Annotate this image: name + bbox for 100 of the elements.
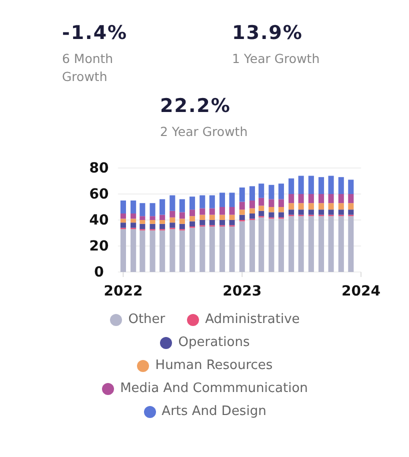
bar [189, 196, 196, 210]
legend-label: Operations [178, 335, 250, 350]
bar [348, 194, 354, 204]
bar [130, 222, 136, 228]
bar [189, 216, 196, 222]
bar [229, 220, 235, 226]
bar [209, 214, 215, 220]
bar [258, 210, 264, 216]
bar [338, 216, 344, 272]
bar [140, 230, 146, 272]
bar [258, 198, 264, 206]
bar [258, 184, 264, 198]
bar [298, 203, 304, 210]
text: 2 Year Growth [160, 123, 249, 141]
legend-label: Other [128, 312, 166, 327]
bar [328, 203, 334, 210]
bar [308, 176, 314, 194]
bar [318, 216, 324, 272]
bar [338, 177, 344, 194]
bar [229, 214, 235, 220]
bar [150, 224, 156, 230]
bar [140, 203, 146, 216]
bar [179, 224, 185, 230]
bar [249, 214, 255, 219]
bar [120, 218, 126, 223]
legend-label: Media And Commmunication [120, 381, 308, 396]
bar [130, 229, 136, 272]
bar [179, 212, 185, 219]
bar [288, 216, 294, 272]
bar [328, 216, 334, 272]
bar [318, 203, 324, 210]
bar [179, 218, 185, 224]
bar [170, 217, 176, 223]
bar [298, 194, 304, 204]
bar [249, 208, 255, 214]
bar [308, 203, 314, 210]
bar [268, 212, 274, 218]
bar [170, 222, 176, 228]
x-tick-label: 2023 [222, 283, 262, 300]
bar [150, 216, 156, 220]
bar [338, 210, 344, 215]
bar [328, 176, 334, 194]
bar [120, 214, 126, 219]
bar [200, 220, 206, 226]
bar [140, 224, 146, 230]
bar [298, 176, 304, 194]
legend-label: Human Resources [155, 358, 273, 373]
bar [150, 203, 156, 216]
bar [189, 210, 196, 216]
bar [288, 203, 294, 210]
bar [130, 218, 136, 223]
bar [179, 199, 185, 212]
bar [140, 216, 146, 220]
bar [170, 210, 176, 218]
bar [200, 208, 206, 215]
bar [348, 210, 354, 215]
bar [120, 222, 126, 228]
bar [338, 203, 344, 210]
bar [278, 212, 284, 218]
bar [160, 214, 166, 220]
y-tick-label: 20 [89, 238, 109, 254]
bar [239, 202, 245, 210]
bar [200, 226, 206, 272]
bar [130, 200, 136, 214]
bar [249, 220, 255, 272]
bar [229, 192, 235, 207]
text: 13.9% [232, 22, 304, 44]
bar [239, 188, 245, 202]
bar [239, 214, 245, 220]
bar [308, 216, 314, 272]
bar [170, 195, 176, 211]
bar [160, 220, 166, 224]
y-tick-label: 60 [89, 186, 109, 202]
bar [348, 216, 354, 272]
bar [209, 220, 215, 226]
bar [130, 214, 136, 219]
bar [288, 210, 294, 215]
bar [160, 199, 166, 215]
bar [308, 210, 314, 215]
bar [288, 178, 294, 194]
legend-label: Administrative [205, 312, 300, 327]
x-tick-label: 2024 [342, 283, 381, 300]
bar [189, 221, 196, 226]
bar [150, 220, 156, 224]
bar [219, 226, 226, 272]
bar [229, 226, 235, 272]
text: -1.4% [62, 22, 129, 44]
bar [179, 230, 185, 272]
bar [209, 226, 215, 272]
bar [239, 221, 245, 272]
y-tick-label: 40 [89, 212, 109, 228]
bar [249, 200, 255, 208]
bar [249, 186, 255, 200]
bar [120, 200, 126, 214]
bar [219, 220, 226, 226]
bar [219, 214, 226, 220]
bar [150, 230, 156, 272]
bar [328, 194, 334, 204]
bar [268, 184, 274, 200]
bar [160, 224, 166, 230]
